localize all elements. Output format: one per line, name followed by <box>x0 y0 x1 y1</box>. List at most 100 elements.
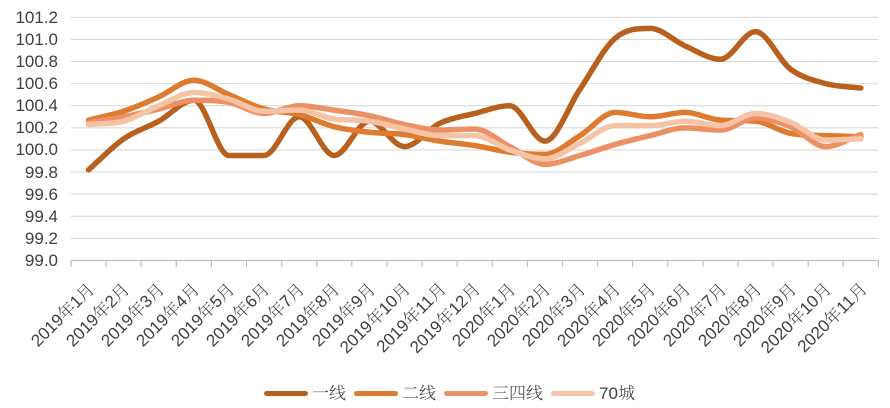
cjk-glyph-svg <box>367 308 383 325</box>
cjk-glyph <box>616 298 640 322</box>
x-axis-label: 2019 10 <box>336 280 413 357</box>
cjk-glyph <box>686 298 710 322</box>
cjk-glyph-path <box>492 385 509 400</box>
cjk-glyph-path <box>357 283 374 303</box>
cjk-glyph <box>545 298 569 322</box>
cjk-glyph-path <box>182 283 199 303</box>
cjk-glyph <box>424 280 448 304</box>
cjk-glyph-svg <box>357 283 374 303</box>
cjk-glyph <box>54 298 78 322</box>
legend-marker-icon <box>354 390 399 397</box>
y-axis-label: 100.2 <box>15 118 58 138</box>
cjk-glyph-svg <box>788 308 805 325</box>
legend-item-二线 <box>354 384 444 403</box>
cjk-glyph <box>389 280 413 304</box>
y-axis-label: 99.0 <box>24 251 58 270</box>
y-axis-label: 99.2 <box>24 228 58 248</box>
x-axis-label: 2019 7 <box>238 280 308 350</box>
cjk-glyph-path <box>743 283 760 303</box>
cjk-glyph <box>230 298 254 322</box>
cjk-glyph-path <box>147 283 164 303</box>
cjk-glyph-path <box>619 301 636 319</box>
x-axis-label: 2020 9 <box>729 280 799 350</box>
cjk-glyph-path <box>217 283 234 303</box>
cjk-glyph-path <box>303 301 320 319</box>
cjk-glyph <box>670 280 694 304</box>
cjk-glyph-path <box>312 390 329 393</box>
cjk-glyph-svg <box>217 283 234 303</box>
cjk-glyph-path <box>568 283 585 303</box>
cjk-glyph-path <box>367 308 383 325</box>
legend-label <box>402 384 436 403</box>
cjk-glyph <box>705 280 729 304</box>
cjk-glyph <box>510 298 534 322</box>
cjk-glyph-svg <box>724 301 741 319</box>
x-axis-label: 2020 6 <box>624 280 694 350</box>
cjk-glyph-svg <box>492 385 509 400</box>
x-axis-label: 2020 1 <box>448 280 519 350</box>
cjk-glyph <box>194 298 218 322</box>
y-axis-label: 100.4 <box>15 96 58 116</box>
cjk-glyph-svg <box>287 283 304 303</box>
cjk-glyph-svg <box>479 301 495 319</box>
cjk-glyph <box>108 280 132 304</box>
y-axis-label: 101.2 <box>15 7 58 27</box>
cjk-glyph-svg <box>689 301 706 319</box>
cjk-glyph-svg <box>584 301 601 319</box>
x-axis-label: 2020 8 <box>694 280 764 350</box>
cjk-glyph <box>459 280 483 304</box>
cjk-glyph <box>300 298 324 322</box>
cjk-glyph-svg <box>402 386 419 399</box>
cjk-glyph-path <box>788 308 805 325</box>
legend: 70 <box>17 383 890 404</box>
cjk-glyph-svg <box>128 301 144 319</box>
x-axis-label: 2020 5 <box>589 280 659 350</box>
x-axis-label: 2019 12 <box>407 280 484 357</box>
legend-item-三四线 <box>444 384 551 403</box>
y-axis-label: 100.0 <box>15 140 58 160</box>
x-axis-label: 2020 7 <box>659 280 729 350</box>
cjk-glyph-path <box>533 283 550 303</box>
cjk-glyph <box>143 280 167 304</box>
series-line-三四线 <box>85 97 864 168</box>
cjk-glyph-path <box>510 385 525 401</box>
cjk-glyph <box>89 298 113 322</box>
x-axis-label: 2020 4 <box>554 280 624 350</box>
cjk-glyph-path <box>526 384 543 401</box>
cjk-glyph-svg <box>419 384 436 401</box>
series-line-一线 <box>85 25 864 173</box>
cjk-glyph <box>740 280 764 304</box>
cjk-glyph-path <box>514 301 531 319</box>
cjk-glyph-svg <box>437 308 454 325</box>
cjk-glyph-svg <box>111 283 129 303</box>
cjk-glyph <box>335 298 359 322</box>
legend-marker-icon <box>551 390 596 397</box>
cjk-glyph-path <box>427 283 444 303</box>
cjk-glyph-svg <box>427 283 444 303</box>
cjk-glyph-path <box>708 283 725 303</box>
cjk-glyph-svg <box>322 283 339 303</box>
cjk-glyph <box>399 304 423 328</box>
cjk-glyph-path <box>479 301 495 319</box>
cjk-glyph-path <box>437 308 454 325</box>
cjk-glyph <box>492 384 509 401</box>
cjk-glyph-svg <box>76 283 93 303</box>
cjk-glyph-svg <box>526 384 543 401</box>
cjk-glyph-svg <box>619 301 636 319</box>
cjk-glyph-svg <box>760 301 776 319</box>
cjk-glyph <box>618 384 635 401</box>
cjk-glyph <box>775 280 799 304</box>
cjk-glyph-svg <box>824 307 841 324</box>
cjk-glyph <box>721 298 745 322</box>
cjk-glyph <box>581 298 605 322</box>
cjk-glyph-svg <box>654 301 671 319</box>
cjk-glyph-path <box>268 301 285 319</box>
legend-marker-icon <box>444 390 489 397</box>
cjk-glyph-path <box>778 283 795 303</box>
cjk-glyph-svg <box>463 283 480 303</box>
cjk-glyph <box>475 298 499 322</box>
legend-label: 70 <box>599 384 635 403</box>
cjk-glyph <box>821 304 845 328</box>
cjk-glyph-svg <box>403 307 419 324</box>
